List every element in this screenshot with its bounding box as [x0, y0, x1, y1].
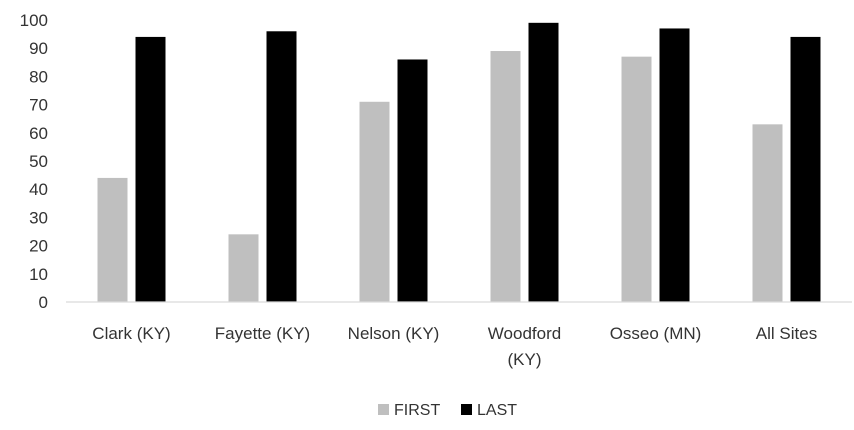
bar-first-6: [752, 124, 783, 302]
legend-swatch-last: [461, 404, 472, 415]
bar-last-2: [266, 31, 297, 303]
x-tick-label: Fayette (KY): [215, 324, 310, 343]
y-tick-label: 90: [29, 39, 48, 58]
y-tick-label: 70: [29, 96, 48, 115]
bar-first-5: [621, 56, 652, 302]
y-tick-label: 50: [29, 152, 48, 171]
bar-last-6: [790, 36, 821, 303]
bars-group: [97, 22, 821, 303]
x-tick-label: (KY): [508, 350, 542, 369]
bar-last-3: [397, 59, 428, 303]
y-tick-label: 60: [29, 124, 48, 143]
x-tick-label: Clark (KY): [92, 324, 170, 343]
legend: FIRST LAST: [378, 402, 517, 419]
y-tick-label: 10: [29, 265, 48, 284]
y-tick-label: 100: [20, 11, 48, 30]
bar-last-1: [135, 36, 166, 303]
y-axis-ticks: 0 10 20 30 40 50 60 70 80 90 100: [20, 11, 48, 312]
y-tick-label: 40: [29, 180, 48, 199]
y-tick-label: 0: [39, 293, 48, 312]
x-axis-labels: Clark (KY) Fayette (KY) Nelson (KY) Woodfor…: [92, 324, 817, 369]
y-tick-label: 30: [29, 208, 48, 227]
bar-first-1: [97, 177, 128, 302]
x-tick-label: Osseo (MN): [610, 324, 702, 343]
x-tick-label: Woodford: [488, 324, 561, 343]
bar-last-5: [659, 28, 690, 303]
y-tick-label: 80: [29, 67, 48, 86]
x-tick-label: All Sites: [756, 324, 817, 343]
bar-first-3: [359, 101, 390, 302]
bar-first-4: [490, 51, 521, 302]
bar-first-2: [228, 234, 259, 302]
x-tick-label: Nelson (KY): [348, 324, 440, 343]
legend-label-first: FIRST: [394, 402, 440, 419]
legend-swatch-first: [378, 404, 389, 415]
y-tick-label: 20: [29, 237, 48, 256]
bar-last-4: [528, 22, 559, 302]
legend-label-last: LAST: [477, 402, 517, 419]
